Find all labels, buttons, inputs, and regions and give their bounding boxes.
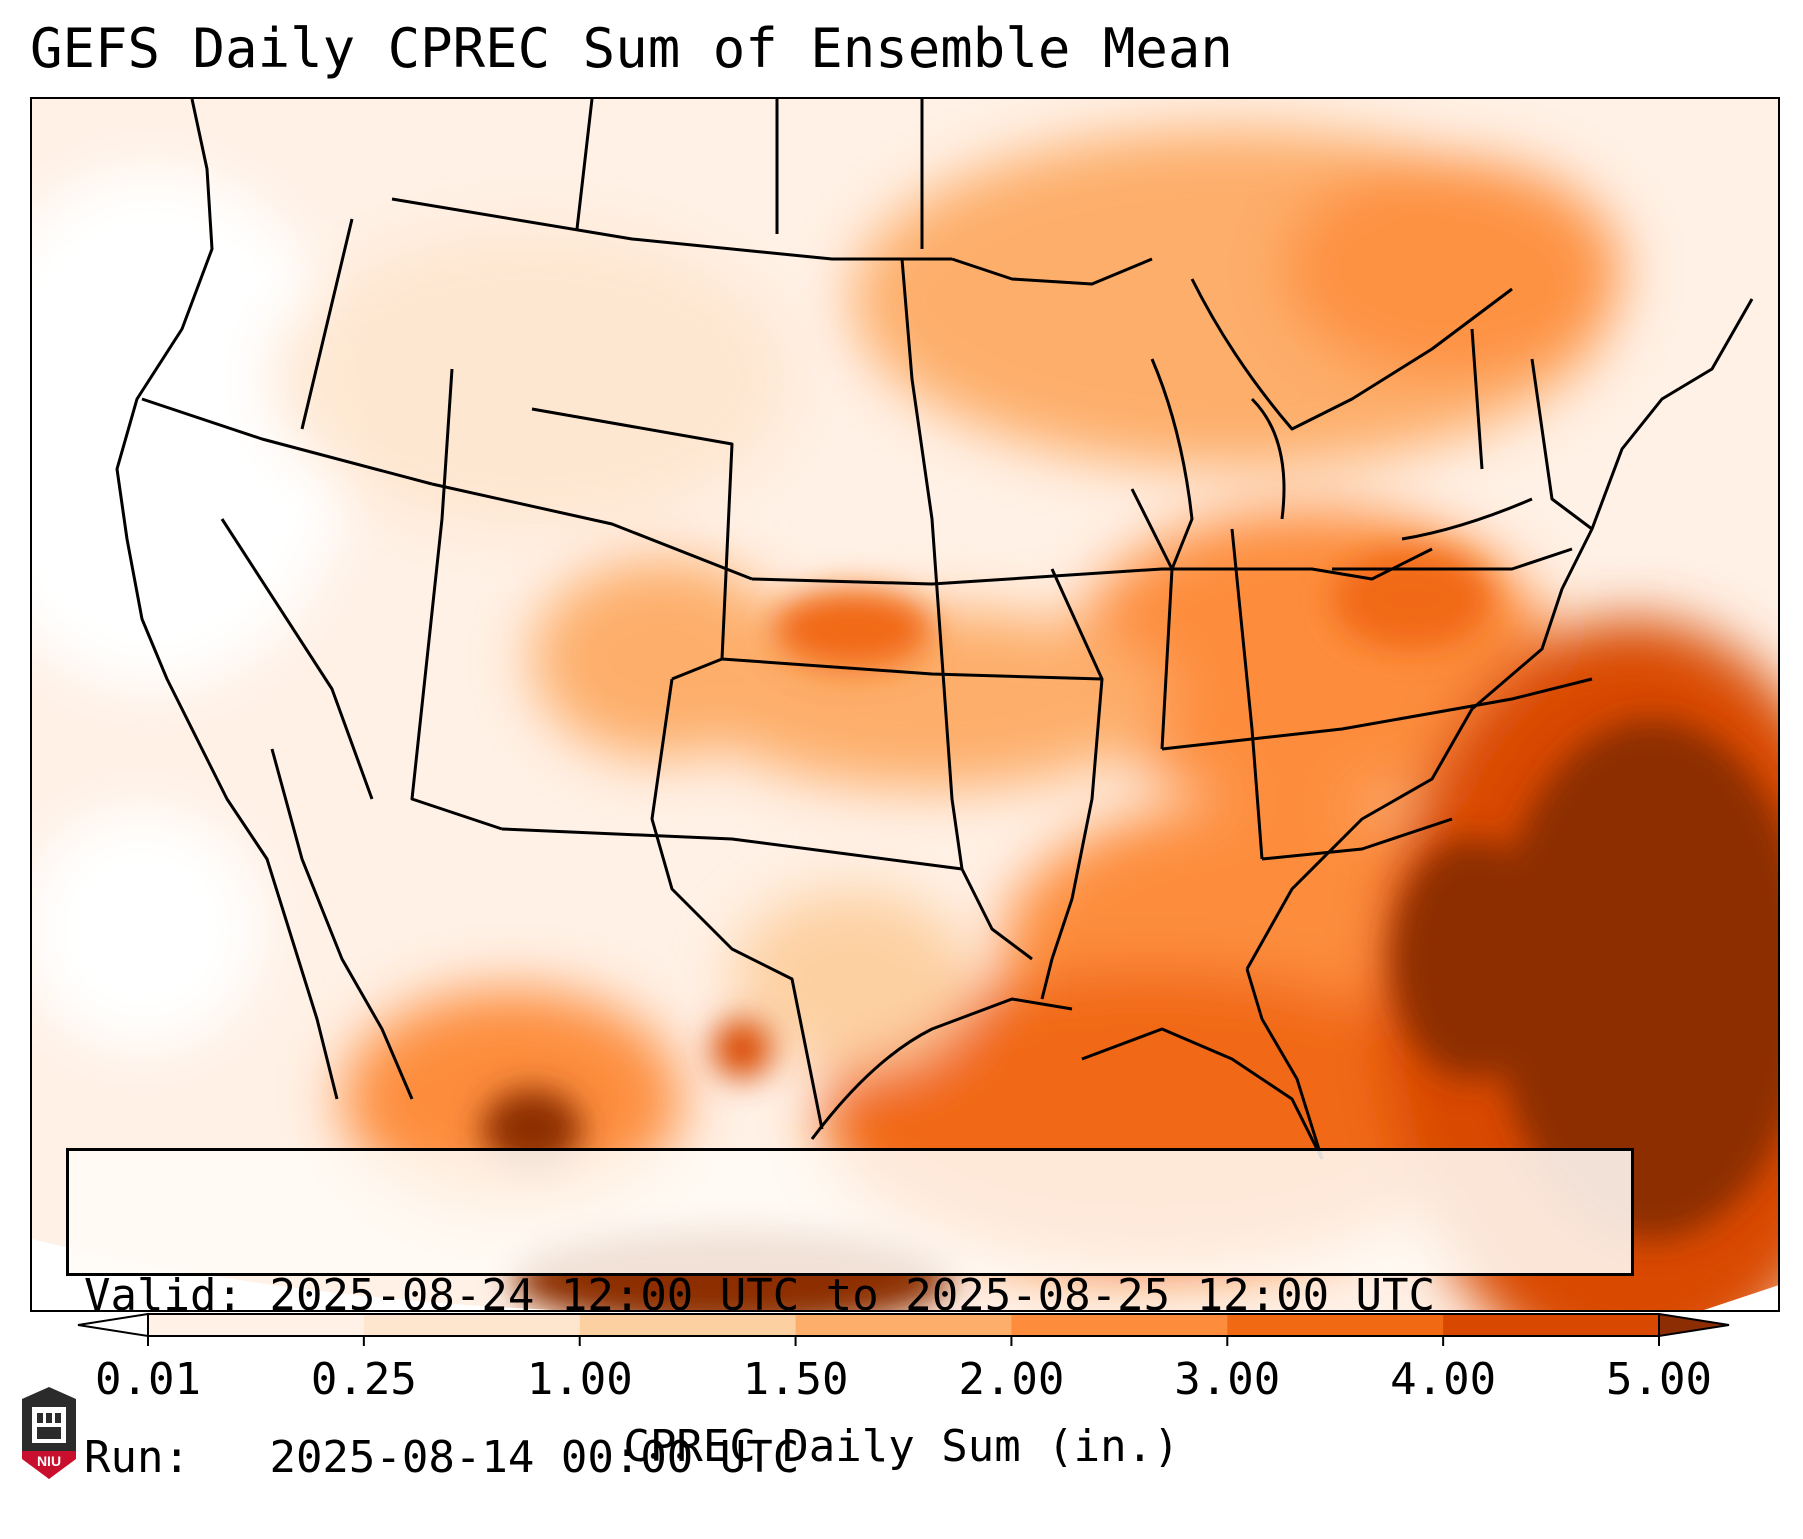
colorbar-bin-4.00-5.00 <box>1443 1314 1660 1336</box>
run-value: 2025-08-14 00:00 UTC <box>269 1432 800 1483</box>
boundaries <box>115 99 1754 1160</box>
info-box: Valid: 2025-08-24 12:00 UTC to 2025-08-2… <box>66 1148 1634 1483</box>
valid-value: 2025-08-24 12:00 UTC to 2025-08-25 12:00… <box>269 1270 1436 1321</box>
colorbar-over-extend <box>1658 1312 1730 1338</box>
colorbar-bin-1.50-2.00 <box>795 1314 1012 1336</box>
colorbar-bin-3.00-4.00 <box>1227 1314 1444 1336</box>
chart-title: GEFS Daily CPREC Sum of Ensemble Mean <box>30 17 1233 80</box>
precip-map <box>32 99 1778 1310</box>
colorbar-ticks <box>147 1336 1660 1346</box>
colorbar-label: CPREC Daily Sum (in.) <box>623 1421 1180 1472</box>
colorbar-bin-0.25-1.00 <box>363 1314 581 1336</box>
valid-row: Valid: 2025-08-24 12:00 UTC to 2025-08-2… <box>84 1269 1631 1323</box>
colorbar-bin-2.00-3.00 <box>1011 1314 1228 1336</box>
colorbar-tick-label: 0.25 <box>310 1354 417 1405</box>
colorbar-segments <box>77 1312 1730 1338</box>
colorbar-tick-label: 5.00 <box>1606 1354 1712 1405</box>
niu-logo: NIU <box>22 1387 76 1479</box>
run-row: Run: 2025-08-14 00:00 UTC <box>84 1431 1631 1485</box>
valid-label: Valid: <box>84 1270 243 1321</box>
colorbar-tick-label: 4.00 <box>1390 1354 1497 1405</box>
map-frame <box>30 97 1780 1312</box>
logo-band <box>22 1451 76 1479</box>
colorbar-bin-0.01-0.25 <box>148 1314 365 1336</box>
colorbar-tick-label: 2.00 <box>958 1354 1065 1405</box>
colorbar <box>77 1312 1730 1346</box>
colorbar-tick-label: 3.00 <box>1174 1354 1281 1405</box>
run-label: Run: <box>84 1432 190 1483</box>
logo-text: NIU <box>37 1453 61 1469</box>
precip-shading <box>32 99 1778 1310</box>
colorbar-under-extend <box>77 1312 149 1338</box>
colorbar-tick-label: 1.00 <box>526 1354 633 1405</box>
colorbar-tick-label: 1.50 <box>742 1354 849 1405</box>
colorbar-outline <box>147 1313 1660 1337</box>
colorbar-bin-1.00-1.50 <box>579 1314 797 1336</box>
colorbar-tick-label: 0.01 <box>95 1354 201 1405</box>
